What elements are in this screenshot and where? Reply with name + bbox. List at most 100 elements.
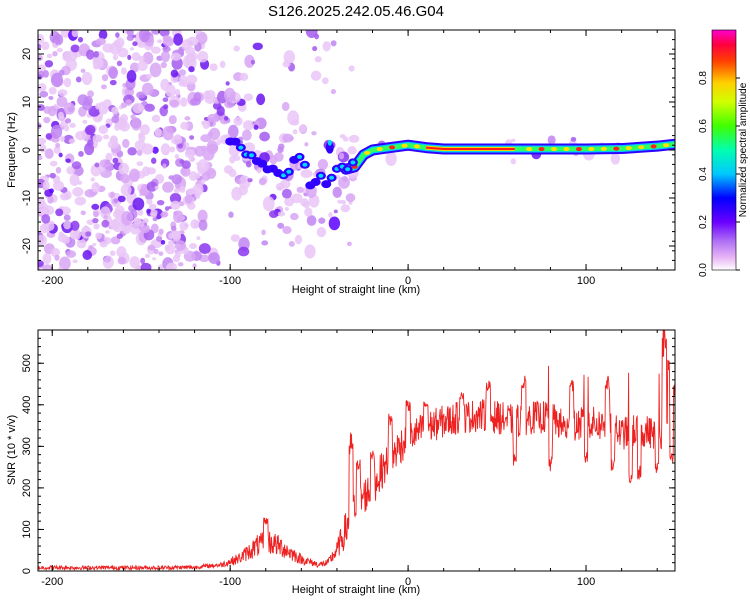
spectrogram-blob (117, 256, 127, 265)
spectrogram-blob (59, 136, 65, 142)
spectrogram-blob (118, 162, 130, 176)
snr-line (38, 330, 675, 571)
spectrogram-blob (192, 263, 197, 268)
spectrogram-blob (140, 262, 152, 270)
ridge-chaos-outer (257, 159, 268, 168)
spectrogram-blob (189, 242, 197, 250)
spectrogram-blob (338, 152, 345, 160)
spectrogram-blob (42, 264, 53, 270)
spectrogram-blob (219, 60, 226, 69)
spectrogram-blob (238, 175, 251, 190)
spectrogram-blob (46, 53, 53, 59)
spectrogram-blob (510, 158, 517, 165)
ridge-chaos-inner (249, 153, 255, 158)
spectrogram-blob (132, 102, 144, 114)
ridge-streak (325, 141, 334, 154)
spectrogram-blob (228, 211, 234, 218)
spectrogram-blob (164, 151, 169, 156)
spectrogram-blob (158, 264, 164, 270)
spectrogram-blob (162, 97, 169, 103)
spectrogram-blob (44, 148, 54, 159)
spectrogram-blob (243, 120, 254, 131)
spectrogram-blob (132, 34, 137, 38)
spectrogram-blob (141, 82, 154, 96)
spectrogram-blob (129, 47, 134, 51)
spectrogram-ylabel: Frequency (Hz) (6, 112, 18, 188)
spectrogram-blob (269, 154, 278, 165)
spectrogram-blob (38, 260, 44, 268)
spectrogram-blob (56, 96, 68, 108)
spectrogram-blob (153, 248, 159, 255)
spectrogram-blob (201, 120, 206, 126)
spectrogram-blob (95, 37, 107, 46)
spectrogram-blob (225, 81, 230, 86)
spectrogram-blob (283, 50, 296, 65)
spectrogram-blob (333, 209, 338, 214)
colorbar-tick-label-3: 0.6 (698, 119, 709, 133)
spectrogram-blob (158, 228, 164, 235)
spectrogram-blob (92, 217, 99, 224)
spectrogram-blob (146, 198, 153, 205)
spectrogram-blob (162, 163, 167, 169)
spectrogram-blob (142, 51, 154, 65)
spectrogram-blob (252, 42, 263, 51)
spectrogram-blob (81, 71, 93, 86)
spectrogram-blob (148, 203, 157, 210)
spectrogram-blob (164, 206, 170, 211)
spectrogram-blob (195, 31, 208, 45)
spectrogram-blob (69, 173, 80, 186)
spectrogram-xtick-label-0: -200 (41, 275, 63, 287)
snr-ylabel: SNR (10 * v/v) (6, 415, 18, 485)
spectrogram-blob (281, 101, 290, 111)
spectrogram-blob (103, 134, 110, 140)
spectrogram-blob (197, 209, 208, 223)
spectrogram-blob (159, 30, 170, 37)
spectrogram-blob (141, 143, 154, 155)
spectrogram-blob (149, 62, 162, 78)
spectrogram-blob (152, 257, 157, 261)
spectrogram-blob (174, 88, 181, 96)
spectrogram-blob (170, 52, 182, 61)
spectrogram-blob (94, 183, 100, 188)
spectrogram-blob (180, 97, 188, 107)
spectrogram-blob (71, 30, 79, 38)
spectrogram-blob (117, 195, 126, 203)
spectrogram-blob (282, 133, 294, 143)
ridge-hotspot (551, 147, 558, 152)
spectrogram-blob (99, 241, 108, 248)
spectrogram-blob (208, 127, 221, 141)
spectrogram-blob (162, 126, 174, 141)
spectrogram-blob (85, 231, 92, 237)
spectrogram-blob (132, 41, 138, 47)
spectrogram-blob (120, 183, 132, 197)
ridge-chaos-inner (345, 167, 351, 172)
spectrogram-blob (151, 30, 161, 35)
spectrogram-blob (82, 99, 92, 111)
spectrogram-blob (194, 173, 201, 179)
spectrogram-blob (45, 133, 53, 140)
spectrogram-blob (146, 181, 158, 192)
spectrogram-blob (49, 160, 58, 167)
spectrogram-blob (304, 142, 309, 147)
spectrogram-blob (216, 105, 225, 117)
spectrogram-blob (173, 188, 180, 194)
spectrogram-blob (277, 211, 286, 217)
snr-ytick-label-3: 300 (21, 437, 33, 455)
spectrogram-blob (223, 87, 236, 102)
spectrogram-blob (63, 214, 71, 221)
spectrogram-blob (208, 252, 220, 265)
spectrogram-blob (189, 135, 195, 140)
spectrogram-blob (244, 54, 255, 68)
spectrogram-blob (570, 136, 577, 142)
spectrogram-blob (101, 74, 109, 82)
spectrogram-blob (41, 214, 51, 224)
ridge-hotspot (588, 146, 595, 151)
spectrogram-blob (291, 119, 300, 126)
spectrogram-blob (142, 218, 149, 224)
spectrogram-blob (107, 139, 119, 149)
spectrogram-blob (338, 176, 350, 189)
spectrogram-blob (245, 161, 252, 168)
spectrogram-blob (277, 222, 285, 229)
spectrogram-blob (291, 193, 303, 204)
spectrogram-ytick-label-3: 10 (21, 96, 33, 108)
